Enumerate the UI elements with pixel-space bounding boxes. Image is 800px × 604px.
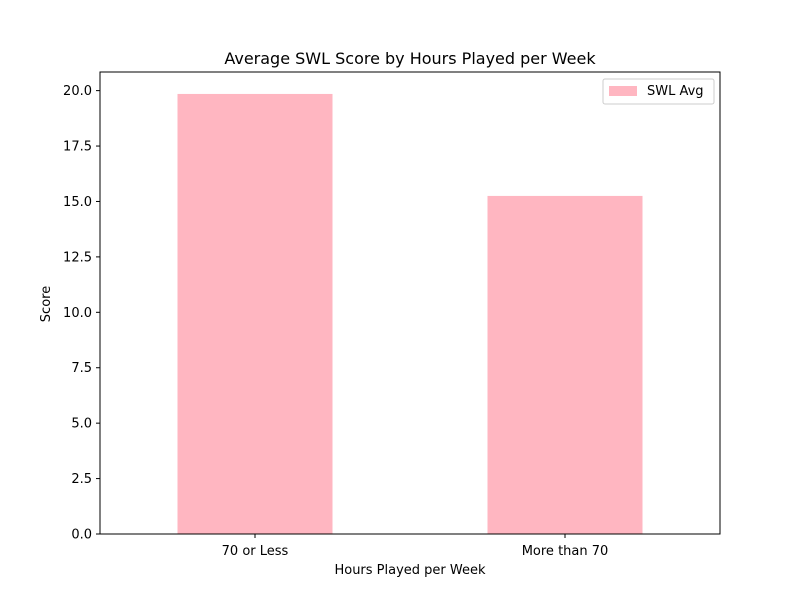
bar-0 <box>177 93 333 535</box>
bars-layer <box>177 93 643 535</box>
legend: SWL Avg <box>602 78 715 105</box>
chart-title: Average SWL Score by Hours Played per We… <box>224 49 596 68</box>
legend-label: SWL Avg <box>647 84 704 99</box>
y-axis-label: Score <box>39 286 54 322</box>
legend-box <box>602 78 715 105</box>
y-tick-label: 2.5 <box>71 472 92 487</box>
y-tick-label: 7.5 <box>71 361 92 376</box>
y-tick-label: 0.0 <box>71 528 92 543</box>
y-tick-label: 20.0 <box>63 84 92 99</box>
axes-layer: 0.0 2.5 5.0 7.5 10.0 12.5 15.0 17.5 20.0 70 or Le… <box>63 71 721 559</box>
y-tick-label: 15.0 <box>63 195 92 210</box>
y-tick-label: 17.5 <box>63 140 92 155</box>
x-tick-label: 70 or Less <box>222 544 289 559</box>
x-tick-label: More than 70 <box>522 544 609 559</box>
y-tick-label: 5.0 <box>71 417 92 432</box>
bar-1 <box>487 195 643 534</box>
legend-swatch <box>609 86 637 96</box>
plot-frame <box>99 71 721 535</box>
x-axis-label: Hours Played per Week <box>334 563 486 578</box>
y-tick-label: 10.0 <box>63 306 92 321</box>
y-tick-label: 12.5 <box>63 250 92 265</box>
